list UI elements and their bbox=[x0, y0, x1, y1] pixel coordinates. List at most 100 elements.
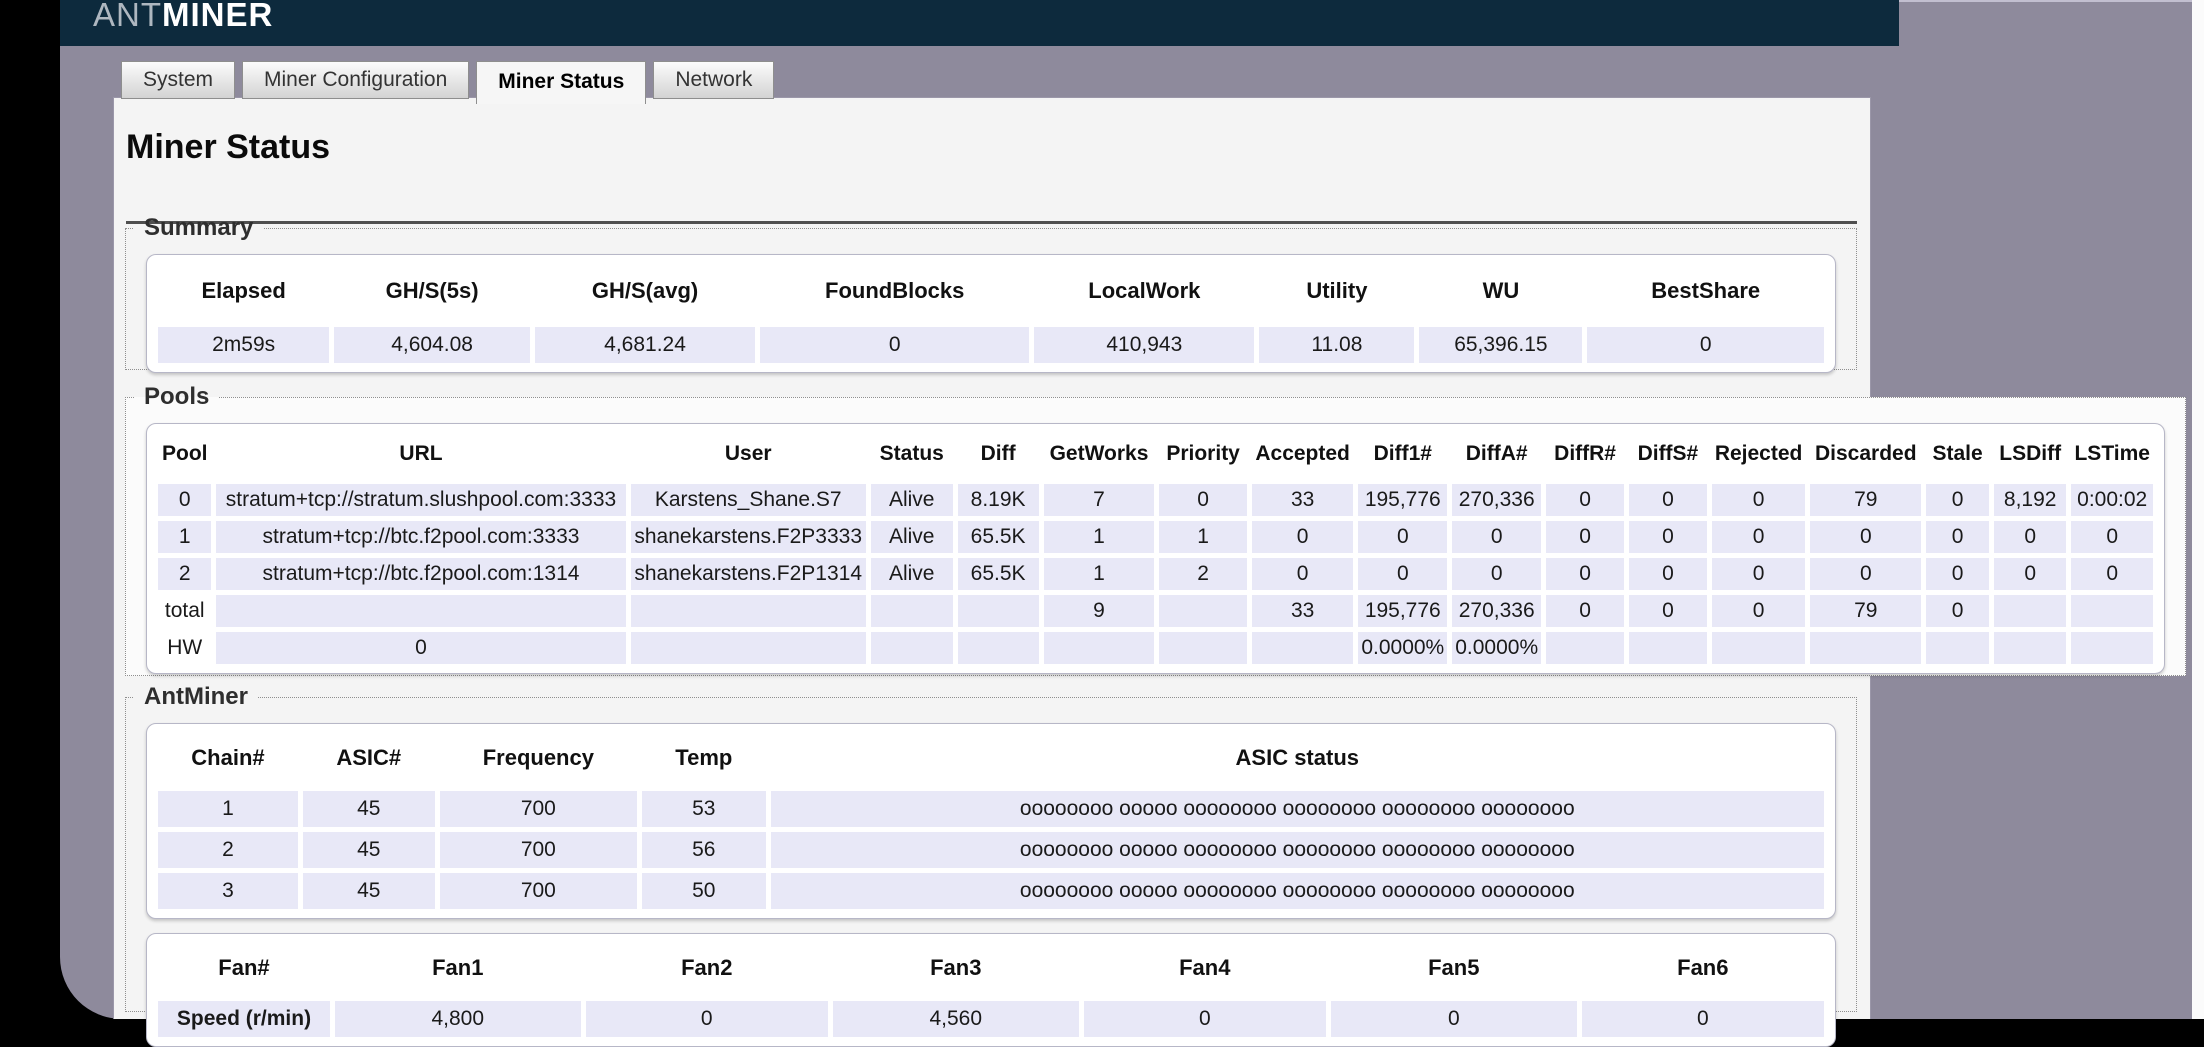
column-header: GH/S(5s) bbox=[334, 264, 530, 322]
table-cell: 9 bbox=[1044, 595, 1155, 627]
column-header: WU bbox=[1419, 264, 1582, 322]
table-cell: 11.08 bbox=[1259, 327, 1414, 363]
table-cell: oooooooo ooooo oooooooo oooooooo ooooooo… bbox=[771, 873, 1824, 909]
table-cell: 2 bbox=[1159, 558, 1247, 590]
table-cell: 8,192 bbox=[1994, 484, 2066, 516]
column-header: ASIC# bbox=[303, 733, 435, 786]
table-cell: oooooooo ooooo oooooooo oooooooo ooooooo… bbox=[771, 791, 1824, 827]
table-cell: 0 bbox=[1926, 521, 1989, 553]
table-cell: stratum+tcp://btc.f2pool.com:1314 bbox=[216, 558, 625, 590]
table-cell: 53 bbox=[642, 791, 765, 827]
table-row: HW00.0000%0.0000% bbox=[158, 632, 2153, 664]
header-row: Chain#ASIC#FrequencyTempASIC status bbox=[158, 733, 1824, 786]
table-cell bbox=[1159, 595, 1247, 627]
column-header: Frequency bbox=[440, 733, 638, 786]
table-cell: stratum+tcp://stratum.slushpool.com:3333 bbox=[216, 484, 625, 516]
summary-table: ElapsedGH/S(5s)GH/S(avg)FoundBlocksLocal… bbox=[153, 259, 1829, 368]
table-cell: 2 bbox=[158, 832, 298, 868]
column-header: URL bbox=[216, 433, 625, 479]
table-cell: 0 bbox=[1629, 521, 1707, 553]
header-row: ElapsedGH/S(5s)GH/S(avg)FoundBlocksLocal… bbox=[158, 264, 1824, 322]
antminer-section: AntMiner Chain#ASIC#FrequencyTempASIC st… bbox=[125, 683, 1857, 1012]
column-header: Rejected bbox=[1712, 433, 1806, 479]
table-cell: 50 bbox=[642, 873, 765, 909]
table-cell: 0 bbox=[2071, 521, 2153, 553]
table-cell bbox=[1712, 632, 1806, 664]
logo-miner-text: MINER bbox=[162, 0, 273, 33]
table-cell: 2 bbox=[158, 558, 211, 590]
pools-legend: Pools bbox=[134, 383, 219, 411]
table-cell bbox=[1252, 632, 1353, 664]
table-cell: 0 bbox=[1629, 484, 1707, 516]
column-header: Fan3 bbox=[833, 943, 1079, 996]
table-cell bbox=[871, 595, 953, 627]
table-cell: 1 bbox=[1044, 558, 1155, 590]
column-header: Accepted bbox=[1252, 433, 1353, 479]
column-header: Chain# bbox=[158, 733, 298, 786]
table-cell bbox=[1810, 632, 1921, 664]
top-header-bar: ANTMINER bbox=[60, 0, 1899, 46]
table-cell: 79 bbox=[1810, 484, 1921, 516]
table-cell: Alive bbox=[871, 558, 953, 590]
table-cell bbox=[2071, 632, 2153, 664]
table-cell: 0 bbox=[1810, 521, 1921, 553]
tab-network[interactable]: Network bbox=[653, 61, 774, 99]
column-header: Utility bbox=[1259, 264, 1414, 322]
fans-table: Fan#Fan1Fan2Fan3Fan4Fan5Fan6Speed (r/min… bbox=[153, 938, 1829, 1042]
table-row: 14570053oooooooo ooooo oooooooo oooooooo… bbox=[158, 791, 1824, 827]
table-cell: 0 bbox=[1926, 484, 1989, 516]
antminer-legend: AntMiner bbox=[134, 683, 258, 711]
table-cell: 0 bbox=[1084, 1001, 1326, 1037]
table-cell: total bbox=[158, 595, 211, 627]
summary-table-card: ElapsedGH/S(5s)GH/S(avg)FoundBlocksLocal… bbox=[146, 254, 1836, 373]
table-cell: shanekarstens.F2P3333 bbox=[631, 521, 866, 553]
table-row: 24570056oooooooo ooooo oooooooo oooooooo… bbox=[158, 832, 1824, 868]
table-cell: 0 bbox=[1629, 558, 1707, 590]
table-cell: 0 bbox=[1358, 558, 1447, 590]
column-header: Fan# bbox=[158, 943, 330, 996]
screen: { "colors": { "header_bg": "#0d2a3d", "b… bbox=[0, 0, 2204, 1019]
page-right-edge bbox=[2192, 0, 2204, 1019]
table-cell: 0 bbox=[158, 484, 211, 516]
table-cell: Alive bbox=[871, 484, 953, 516]
table-cell: 0 bbox=[586, 1001, 828, 1037]
table-cell: 0 bbox=[216, 632, 625, 664]
table-cell: 0 bbox=[1629, 595, 1707, 627]
table-cell: 65.5K bbox=[958, 558, 1039, 590]
table-cell: 700 bbox=[440, 791, 638, 827]
table-cell: 0 bbox=[1546, 521, 1624, 553]
column-header: Fan1 bbox=[335, 943, 581, 996]
column-header: Fan6 bbox=[1582, 943, 1824, 996]
tab-miner-status[interactable]: Miner Status bbox=[476, 61, 646, 104]
column-header: LocalWork bbox=[1034, 264, 1254, 322]
logo-ant-text: ANT bbox=[93, 0, 162, 33]
table-cell: 270,336 bbox=[1452, 484, 1541, 516]
table-cell: 0:00:02 bbox=[2071, 484, 2153, 516]
tab-system[interactable]: System bbox=[121, 61, 235, 99]
table-cell: 0 bbox=[1712, 521, 1806, 553]
table-cell bbox=[871, 632, 953, 664]
table-cell: 0 bbox=[1712, 484, 1806, 516]
tab-miner-configuration[interactable]: Miner Configuration bbox=[242, 61, 469, 99]
column-header: Status bbox=[871, 433, 953, 479]
table-cell: 0 bbox=[1712, 595, 1806, 627]
table-row: Speed (r/min)4,80004,560000 bbox=[158, 1001, 1824, 1037]
table-cell: 2m59s bbox=[158, 327, 329, 363]
table-cell bbox=[958, 595, 1039, 627]
table-cell: 79 bbox=[1810, 595, 1921, 627]
table-row: 34570050oooooooo ooooo oooooooo oooooooo… bbox=[158, 873, 1824, 909]
table-cell bbox=[631, 632, 866, 664]
column-header: ASIC status bbox=[771, 733, 1824, 786]
table-cell: 4,800 bbox=[335, 1001, 581, 1037]
column-header: DiffS# bbox=[1629, 433, 1707, 479]
table-cell: 0 bbox=[1252, 521, 1353, 553]
pools-table-card: PoolURLUserStatusDiffGetWorksPriorityAcc… bbox=[146, 423, 2165, 674]
table-cell: HW bbox=[158, 632, 211, 664]
page-title: Miner Status bbox=[126, 128, 330, 167]
column-header: Pool bbox=[158, 433, 211, 479]
header-row: Fan#Fan1Fan2Fan3Fan4Fan5Fan6 bbox=[158, 943, 1824, 996]
table-cell: stratum+tcp://btc.f2pool.com:3333 bbox=[216, 521, 625, 553]
table-cell: Karstens_Shane.S7 bbox=[631, 484, 866, 516]
table-cell: 56 bbox=[642, 832, 765, 868]
column-header: User bbox=[631, 433, 866, 479]
